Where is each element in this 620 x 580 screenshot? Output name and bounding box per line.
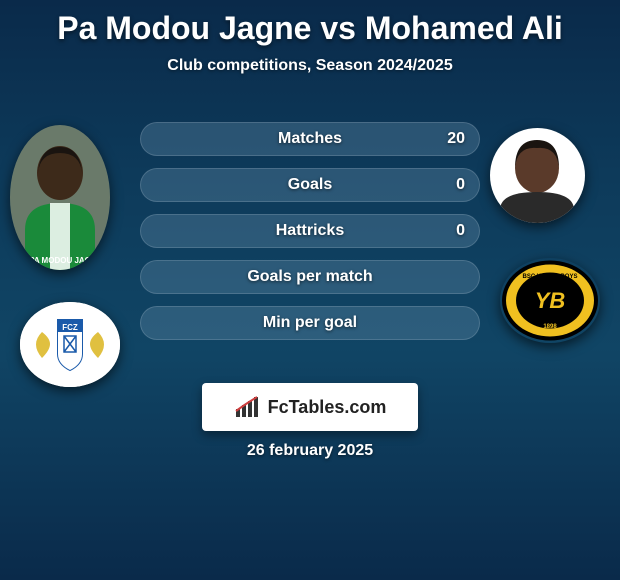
player-left-portrait-icon: PA MODOU JAG — [10, 125, 110, 270]
stat-right-value: 20 — [447, 130, 465, 148]
svg-text:1898: 1898 — [543, 324, 557, 330]
page-title: Pa Modou Jagne vs Mohamed Ali — [0, 0, 620, 47]
stat-label: Matches — [278, 130, 342, 148]
player-left-avatar: PA MODOU JAG — [10, 125, 110, 270]
club-left-crest-icon: FCZ — [20, 302, 120, 387]
stat-row-min-per-goal: Min per goal — [140, 306, 480, 340]
branding-text: FcTables.com — [268, 397, 387, 418]
stat-label: Min per goal — [263, 314, 357, 332]
stat-label: Goals per match — [247, 268, 372, 286]
stats-list: Matches 20 Goals 0 Hattricks 0 Goals per… — [140, 122, 480, 352]
stat-row-goals-per-match: Goals per match — [140, 260, 480, 294]
stat-label: Goals — [288, 176, 332, 194]
branding-badge: FcTables.com — [202, 383, 418, 431]
stat-right-value: 0 — [456, 176, 465, 194]
bar-chart-icon — [234, 395, 262, 419]
stat-row-matches: Matches 20 — [140, 122, 480, 156]
comparison-card: Pa Modou Jagne vs Mohamed Ali Club compe… — [0, 0, 620, 580]
svg-text:PA MODOU JAG: PA MODOU JAG — [29, 256, 91, 265]
player-right-portrait-icon — [490, 128, 585, 223]
svg-text:YB: YB — [535, 288, 566, 313]
club-right-badge: YB BSC YOUNG BOYS 1898 — [500, 258, 600, 343]
player-right-avatar — [490, 128, 585, 223]
club-right-crest-icon: YB BSC YOUNG BOYS 1898 — [500, 258, 600, 343]
stat-row-goals: Goals 0 — [140, 168, 480, 202]
date-label: 26 february 2025 — [0, 442, 620, 460]
club-left-badge: FCZ — [20, 302, 120, 387]
stat-right-value: 0 — [456, 222, 465, 240]
svg-text:BSC YOUNG BOYS: BSC YOUNG BOYS — [523, 274, 578, 280]
stat-row-hattricks: Hattricks 0 — [140, 214, 480, 248]
stat-label: Hattricks — [276, 222, 344, 240]
svg-text:FCZ: FCZ — [62, 323, 78, 332]
page-subtitle: Club competitions, Season 2024/2025 — [0, 57, 620, 75]
